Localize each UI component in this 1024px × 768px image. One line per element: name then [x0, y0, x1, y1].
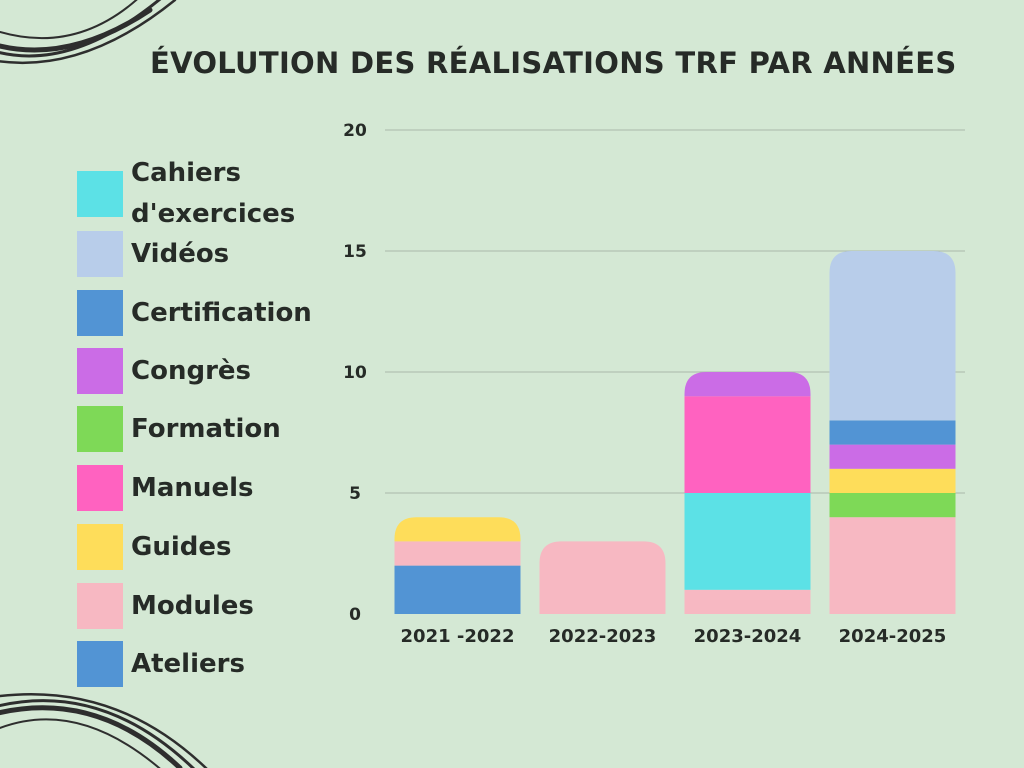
bar-segment-2021-2022-ateliers	[394, 565, 521, 614]
legend-swatch-manuels	[77, 465, 123, 511]
bar-segment-2024-2025-congres	[829, 444, 956, 469]
legend-swatch-videos	[77, 231, 123, 277]
bar-segment-2023-2024-modules	[684, 589, 811, 614]
legend-swatch-modules	[77, 583, 123, 629]
bar-segment-2023-2024-manuels	[684, 396, 811, 493]
bar-segment-2024-2025-certification	[829, 420, 956, 445]
legend-swatch-congres	[77, 348, 123, 394]
legend-label-guides: Guides	[131, 532, 232, 562]
y-tick-label-0: 0	[349, 605, 361, 625]
bar-segment-2022-2023-modules	[539, 541, 666, 614]
x-category-label-2023-2024: 2023-2024	[694, 626, 802, 647]
chart-title: ÉVOLUTION DES RÉALISATIONS TRF PAR ANNÉE…	[150, 46, 957, 80]
bar-segment-2024-2025-videos	[829, 251, 956, 421]
bar-segment-2021-2022-guides	[394, 517, 521, 542]
legend-label-formation: Formation	[131, 414, 281, 444]
x-category-label-2022-2023: 2022-2023	[549, 626, 657, 647]
bar-segment-2024-2025-guides	[829, 468, 956, 493]
bar-segment-2023-2024-congres	[684, 372, 811, 397]
legend-swatch-cahiers-d-exercices	[77, 171, 123, 217]
bar-segment-2024-2025-formation	[829, 493, 956, 518]
x-category-label-2021-2022: 2021 -2022	[401, 626, 515, 647]
bar-segment-2024-2025-modules	[829, 517, 956, 614]
legend-swatch-guides	[77, 524, 123, 570]
legend-label-videos: Vidéos	[131, 239, 230, 269]
legend-label-congres: Congrès	[131, 356, 251, 386]
bar-segment-2023-2024-cahiers-d-exercices	[684, 493, 811, 590]
x-category-label-2024-2025: 2024-2025	[839, 626, 947, 647]
legend-swatch-certification	[77, 290, 123, 336]
y-tick-label-15: 15	[343, 242, 367, 262]
y-tick-label-10: 10	[343, 363, 367, 383]
legend-label-cahiers-d-exercices: Cahiers d'exercices	[131, 158, 296, 229]
bar-segment-2021-2022-modules	[394, 541, 521, 566]
legend-label-modules: Modules	[131, 591, 254, 621]
legend-swatch-ateliers	[77, 641, 123, 687]
legend-label-ateliers: Ateliers	[131, 649, 245, 679]
y-tick-label-5: 5	[349, 484, 361, 504]
y-tick-label-20: 20	[343, 121, 367, 141]
legend-swatch-formation	[77, 406, 123, 452]
legend-label-certification: Certification	[131, 298, 312, 328]
legend-label-manuels: Manuels	[131, 473, 254, 503]
